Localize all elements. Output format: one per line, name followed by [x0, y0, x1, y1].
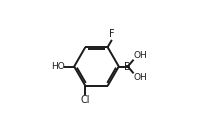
Text: F: F — [109, 29, 114, 39]
Text: B: B — [124, 62, 131, 71]
Text: OH: OH — [134, 51, 147, 60]
Text: Cl: Cl — [81, 95, 90, 105]
Text: HO: HO — [51, 62, 65, 71]
Text: OH: OH — [134, 73, 147, 82]
